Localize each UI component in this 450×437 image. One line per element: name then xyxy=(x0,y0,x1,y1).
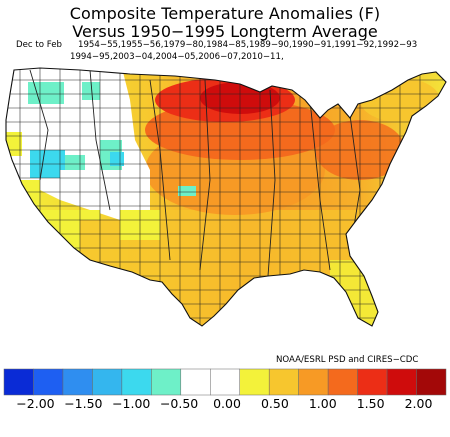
years-list-2: 1994−95,2003−04,2004−05,2006−07,2010−11, xyxy=(70,52,284,62)
legend-tick-label: −2.00 xyxy=(16,396,55,411)
legend-swatch xyxy=(357,368,388,396)
legend-tick-labels: −2.00 −1.50 −1.00 −0.50 0.00 0.50 1.00 1.50 2.00 xyxy=(0,396,450,412)
legend-tick-label: 2.00 xyxy=(404,396,433,411)
color-scale-legend xyxy=(3,368,447,396)
legend-swatch xyxy=(239,368,270,396)
legend-tick-label: 1.50 xyxy=(356,396,385,411)
anomaly-shading xyxy=(6,68,446,326)
legend-tick-label: −1.50 xyxy=(64,396,103,411)
data-credit: NOAA/ESRL PSD and CIRES−CDC xyxy=(276,355,419,365)
season-years-line1: Dec to Feb 1954−55,1955−56,1979−80,1984−8… xyxy=(16,40,417,50)
legend-swatch xyxy=(268,368,299,396)
map-title-line1: Composite Temperature Anomalies (F) xyxy=(69,4,381,23)
legend-tick-label: 0.00 xyxy=(213,396,241,411)
legend-tick-label: 1.00 xyxy=(308,396,337,411)
legend-swatch xyxy=(180,368,211,396)
legend-swatch xyxy=(386,368,417,396)
legend-swatch xyxy=(210,368,240,396)
years-list-1: 1954−55,1955−56,1979−80,1984−85,1989−90,… xyxy=(78,40,418,50)
legend-swatch xyxy=(3,368,34,396)
legend-swatch xyxy=(62,368,93,396)
legend-swatch xyxy=(298,368,329,396)
legend-tick-label: 0.50 xyxy=(260,396,289,411)
legend-tick-label: −1.00 xyxy=(112,396,151,411)
division-boundaries xyxy=(6,68,446,326)
legend-tick-label: −0.50 xyxy=(159,396,199,411)
season-label: Dec to Feb xyxy=(16,40,62,50)
legend-swatch xyxy=(121,368,152,396)
us-outline xyxy=(5,67,447,327)
legend-swatch xyxy=(151,368,182,396)
legend-swatch xyxy=(92,368,123,396)
map-title-line2: Versus 1950−1995 Longterm Average xyxy=(72,22,378,41)
us-climate-division-map xyxy=(5,67,447,327)
legend-swatch xyxy=(416,368,447,396)
legend-swatch xyxy=(327,368,358,396)
legend-swatch xyxy=(33,368,64,396)
